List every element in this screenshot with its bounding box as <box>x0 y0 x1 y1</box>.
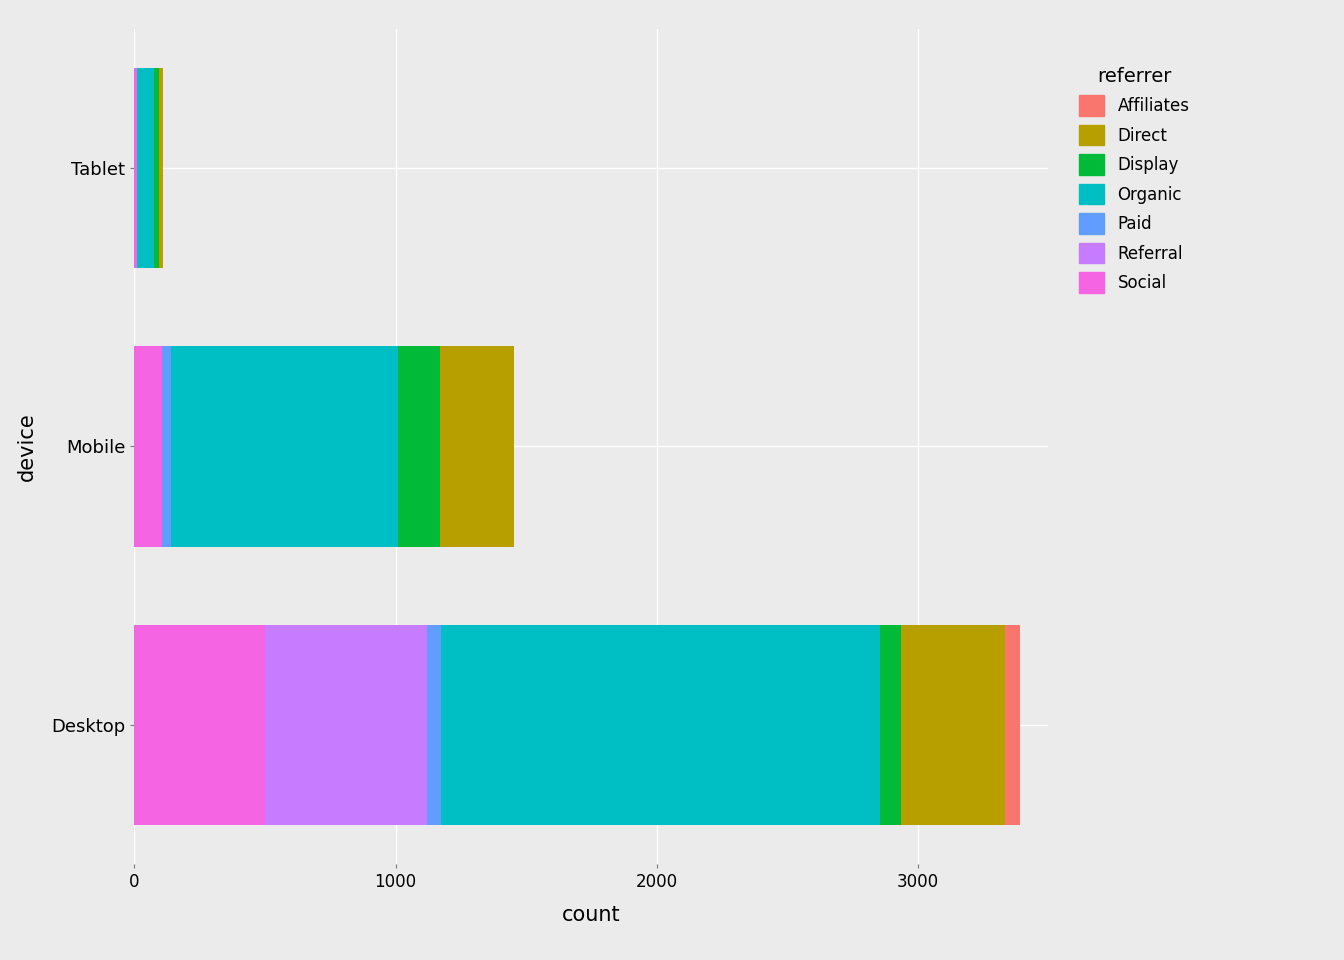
Bar <box>137 68 155 268</box>
Bar <box>134 68 137 268</box>
Bar <box>439 347 515 546</box>
X-axis label: count: count <box>562 905 621 924</box>
Bar <box>441 625 880 825</box>
Bar <box>161 347 171 546</box>
Bar <box>134 625 265 825</box>
Bar <box>427 625 441 825</box>
Bar <box>880 625 900 825</box>
Bar <box>900 625 1005 825</box>
Bar <box>171 347 398 546</box>
Bar <box>398 347 439 546</box>
Bar <box>1005 625 1020 825</box>
Legend: Affiliates, Direct, Display, Organic, Paid, Referral, Social: Affiliates, Direct, Display, Organic, Pa… <box>1066 54 1203 306</box>
Bar <box>265 625 427 825</box>
Bar <box>134 347 161 546</box>
Bar <box>159 68 164 268</box>
Y-axis label: device: device <box>17 412 38 481</box>
Bar <box>155 68 159 268</box>
